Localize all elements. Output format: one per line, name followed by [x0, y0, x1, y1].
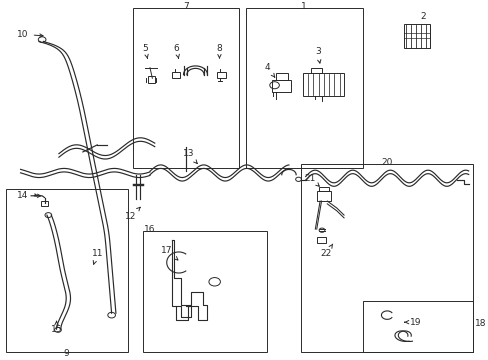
Text: 21: 21 [304, 174, 319, 186]
Bar [217, 72, 225, 78]
Text: 18: 18 [474, 319, 486, 328]
Text: 11: 11 [91, 249, 103, 264]
Text: 5: 5 [142, 44, 148, 58]
Text: 7: 7 [183, 2, 188, 11]
Bar [316, 237, 325, 243]
Text: 19: 19 [404, 318, 421, 327]
Text: 1: 1 [300, 2, 305, 11]
Bar [171, 72, 180, 78]
Bar [403, 24, 429, 48]
Bar [303, 73, 344, 96]
Bar [6, 189, 128, 352]
Bar [245, 8, 363, 168]
Text: 15: 15 [51, 321, 62, 334]
Bar [300, 164, 472, 352]
Text: 9: 9 [63, 349, 69, 358]
Text: 17: 17 [161, 246, 178, 260]
Text: 16: 16 [144, 225, 155, 234]
Text: 3: 3 [314, 48, 320, 63]
Text: 12: 12 [125, 207, 140, 221]
Text: 13: 13 [182, 149, 197, 163]
Text: 4: 4 [264, 63, 274, 77]
Bar [41, 201, 48, 206]
Bar [272, 80, 291, 92]
Bar [363, 301, 472, 352]
Bar [316, 191, 330, 201]
Bar [319, 187, 328, 191]
Text: 20: 20 [381, 158, 392, 167]
Bar [310, 68, 322, 73]
Bar [133, 8, 238, 168]
Text: 22: 22 [320, 244, 332, 258]
Bar [147, 76, 154, 84]
Text: 14: 14 [17, 191, 41, 200]
Bar [275, 73, 287, 80]
Text: 2: 2 [420, 12, 425, 21]
Text: 6: 6 [173, 44, 179, 58]
Text: 10: 10 [17, 30, 43, 39]
Text: 8: 8 [216, 44, 222, 58]
Bar [142, 231, 267, 352]
